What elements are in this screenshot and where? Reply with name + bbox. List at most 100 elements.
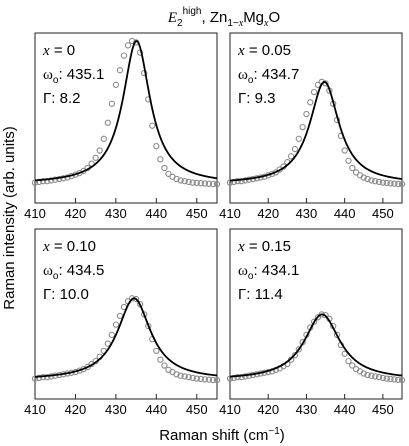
data-point bbox=[185, 374, 192, 381]
data-point bbox=[213, 180, 221, 188]
data-point bbox=[238, 178, 245, 185]
data-point bbox=[201, 180, 209, 187]
x-tick-label: 440 bbox=[334, 206, 356, 221]
data-point bbox=[157, 356, 164, 363]
x-tick-label: 430 bbox=[105, 402, 127, 417]
x-tick-label: 440 bbox=[145, 206, 167, 221]
x-tick-label: 450 bbox=[186, 206, 208, 221]
panel-top-right: 410 420 430 440 450 x = 0.05 ωo: 434.7 Γ: 9.3 bbox=[219, 32, 406, 221]
panel-bottom-left: 410 420 430 440 450 x = 0.10 ωo: 434.5 Γ: 10.0 bbox=[24, 228, 221, 417]
x-tick-label: 440 bbox=[145, 402, 167, 417]
data-point bbox=[104, 119, 111, 126]
data-point bbox=[100, 135, 107, 142]
x-tick-label: 440 bbox=[334, 402, 356, 417]
panel-frame bbox=[229, 32, 403, 204]
data-point bbox=[197, 180, 204, 187]
x-tick-label: 420 bbox=[257, 206, 279, 221]
panel-frame bbox=[34, 228, 218, 400]
data-point bbox=[288, 153, 295, 160]
data-point bbox=[84, 363, 91, 371]
data-point bbox=[314, 314, 322, 321]
data-point bbox=[104, 340, 111, 347]
x-tick-label: 420 bbox=[65, 206, 87, 221]
x-tick-label: 410 bbox=[24, 402, 46, 417]
data-point bbox=[112, 321, 120, 328]
x-tick-label: 410 bbox=[24, 206, 46, 221]
x-tick-label: 420 bbox=[257, 402, 279, 417]
data-point bbox=[234, 178, 241, 185]
data-point bbox=[303, 110, 310, 118]
panel-frame bbox=[34, 32, 218, 204]
x-tick-label: 430 bbox=[296, 402, 318, 417]
data-point bbox=[398, 376, 406, 384]
data-point bbox=[96, 147, 103, 154]
data-point bbox=[161, 362, 168, 369]
data-point bbox=[291, 352, 299, 359]
x-tick-label: 410 bbox=[219, 206, 241, 221]
data-point bbox=[364, 371, 371, 379]
data-point bbox=[124, 42, 132, 49]
composition-label: x = 0.10 bbox=[42, 238, 96, 255]
data-point bbox=[201, 376, 209, 383]
gamma-label: Γ: 11.4 bbox=[238, 286, 283, 303]
x-tick-label: 450 bbox=[372, 402, 394, 417]
data-point bbox=[116, 67, 124, 74]
panel-top-left: 410 420 430 440 450 x = 0 ωo: 435.1 Γ: 8.2 bbox=[24, 32, 221, 221]
x-axis-label: Raman shift (cm−1) bbox=[159, 426, 285, 444]
data-point bbox=[153, 347, 160, 355]
data-point bbox=[213, 376, 221, 384]
gamma-label: Γ: 10.0 bbox=[43, 286, 89, 303]
omega-label: ωo: 434.7 bbox=[238, 66, 299, 86]
data-point bbox=[238, 374, 245, 381]
data-point bbox=[391, 180, 398, 187]
data-point bbox=[92, 154, 99, 161]
x-tick-label: 410 bbox=[219, 402, 241, 417]
data-point bbox=[398, 180, 406, 188]
data-point bbox=[112, 81, 120, 88]
data-point bbox=[345, 157, 352, 164]
data-point bbox=[48, 177, 55, 184]
data-point bbox=[310, 88, 318, 96]
data-point bbox=[379, 374, 387, 382]
data-point bbox=[209, 376, 217, 384]
data-point bbox=[116, 312, 124, 319]
data-point bbox=[157, 156, 164, 163]
data-point bbox=[128, 37, 136, 45]
data-point bbox=[364, 175, 371, 183]
data-point bbox=[230, 374, 237, 382]
data-point bbox=[383, 375, 390, 382]
data-point bbox=[108, 331, 115, 338]
y-axis-label: Raman intensity (arb. units) bbox=[1, 126, 18, 309]
data-point bbox=[395, 376, 402, 383]
data-point bbox=[173, 371, 180, 378]
data-point bbox=[242, 177, 249, 184]
data-point bbox=[43, 374, 51, 381]
omega-label: ωo: 434.5 bbox=[43, 262, 104, 282]
data-point bbox=[197, 375, 204, 383]
data-point bbox=[205, 376, 213, 383]
x-tick-label: 430 bbox=[105, 206, 127, 221]
data-point bbox=[193, 179, 200, 187]
data-point bbox=[165, 170, 172, 178]
data-point bbox=[360, 370, 367, 377]
data-point bbox=[295, 346, 302, 353]
data-point bbox=[193, 375, 200, 382]
data-point bbox=[185, 178, 192, 186]
data-point bbox=[341, 350, 348, 357]
data-point bbox=[375, 178, 383, 186]
x-tick-label: 420 bbox=[65, 402, 87, 417]
panel-bottom-right: 410 420 430 440 450 x = 0.15 ωo: 434.1 Γ: 11.4 bbox=[219, 228, 406, 417]
fit-curve bbox=[34, 297, 218, 378]
data-point bbox=[375, 374, 383, 381]
data-point bbox=[360, 174, 367, 181]
data-point bbox=[39, 178, 47, 185]
data-point bbox=[181, 373, 188, 380]
data-point bbox=[181, 178, 188, 185]
data-point bbox=[209, 180, 217, 188]
data-point bbox=[387, 180, 394, 187]
data-point bbox=[387, 375, 394, 383]
data-point bbox=[299, 123, 306, 131]
omega-label: ωo: 435.1 bbox=[43, 66, 104, 86]
composition-label: x = 0 bbox=[42, 42, 75, 59]
